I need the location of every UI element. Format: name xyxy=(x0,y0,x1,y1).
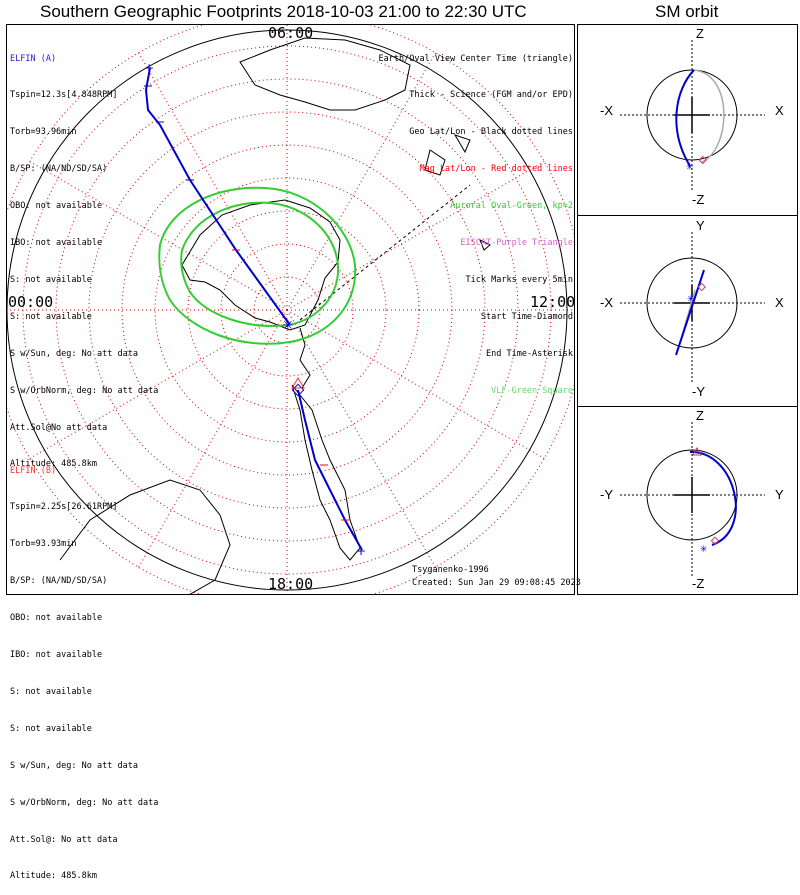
time-label-right: 12:00 xyxy=(530,293,576,311)
svg-text:+: + xyxy=(356,544,366,558)
legend-item: Geo Lat/Lon - Black dotted lines xyxy=(409,127,573,138)
elfin-a-line: S w/Sun, deg: No att data xyxy=(10,348,138,359)
page-title: Southern Geographic Footprints 2018-10-0… xyxy=(40,2,527,21)
auroral-oval xyxy=(158,186,357,345)
elfin-a-line: Att.Sol@No att data xyxy=(10,422,108,433)
time-label-left: 00:00 xyxy=(8,293,54,311)
elfin-a-name: ELFIN (A) xyxy=(10,53,57,64)
sm3-bottom-label: -Z xyxy=(692,576,705,591)
elfin-a-line: Torb=93.96min xyxy=(10,127,77,138)
elfin-b-line: Att.Sol@: No att data xyxy=(10,834,118,845)
elfin-b-line: IBO: not available xyxy=(10,650,103,661)
legend-item: Auroral Oval-Green, kp=2 xyxy=(450,201,573,212)
legend-item: Tick Marks every 5min xyxy=(465,274,573,285)
horizon-circle xyxy=(7,29,568,591)
elfin-b-line: Altitude: 485.8km xyxy=(10,871,97,882)
model-label: Tsyganenko-1996 xyxy=(412,565,489,575)
svg-text:✳: ✳ xyxy=(282,318,294,334)
footprint-map: + ✳ + xyxy=(7,25,574,594)
svg-text:+: + xyxy=(144,61,154,75)
sm-panel-zy: ✳ xyxy=(620,422,765,578)
created-label: Created: Sun Jan 29 09:08:45 2023 xyxy=(412,578,581,588)
sm-orbit-panels: ✳ ✳ ✳ xyxy=(620,40,765,578)
sm2-left-label: -X xyxy=(600,295,613,310)
elfin-b-line: S w/OrbNorm, deg: No att data xyxy=(10,797,159,808)
legend-item: End Time-Asterisk xyxy=(486,348,573,359)
sm3-right-label: Y xyxy=(775,487,784,502)
elfin-a-line: OBO: not available xyxy=(10,201,103,212)
elfin-b-track: + xyxy=(291,377,366,558)
coastlines xyxy=(59,37,491,594)
sm2-top-label: Y xyxy=(696,218,705,233)
elfin-b-line: S w/Sun, deg: No att data xyxy=(10,760,138,771)
elfin-a-line: B/SP: (NA/ND/SD/SA) xyxy=(10,164,108,175)
panel-divider xyxy=(577,215,798,216)
panel-divider xyxy=(577,406,798,407)
legend-item: Mag Lat/Lon - Red dotted lines xyxy=(419,164,573,175)
elfin-a-line: S: not available xyxy=(10,274,92,285)
time-label-bottom: 18:00 xyxy=(268,575,314,593)
elfin-a-line: Altitude: 485.8km xyxy=(10,459,97,470)
elfin-b-line: B/SP: (NA/ND/SD/SA) xyxy=(10,576,108,587)
elfin-a-line: Tspin=12.3s[4.848RPM] xyxy=(10,90,118,101)
legend-item: EISCAT-Purple Triangle xyxy=(460,238,573,249)
elfin-a-track: + ✳ xyxy=(144,61,294,334)
legend-item: Start Time-Diamond xyxy=(480,311,573,322)
sm1-bottom-label: -Z xyxy=(692,192,705,207)
elfin-b-line: Torb=93.93min xyxy=(10,539,77,550)
legend-item: Earth/Oval View Center Time (triangle) xyxy=(378,53,573,64)
elfin-a-info: ELFIN (A) Tspin=12.3s[4.848RPM] Torb=93.… xyxy=(10,28,158,483)
footprint-map-frame xyxy=(6,24,575,595)
elfin-a-line: S w/OrbNorm, deg: No att data xyxy=(10,385,159,396)
legend-item: VLF-Green Square xyxy=(491,385,573,396)
sm2-bottom-label: -Y xyxy=(692,384,705,399)
sm1-top-label: Z xyxy=(696,26,704,41)
sm3-top-label: Z xyxy=(696,408,704,423)
elfin-b-line: S: not available xyxy=(10,723,92,734)
sm1-left-label: -X xyxy=(600,103,613,118)
svg-text:✳: ✳ xyxy=(700,541,707,555)
sm1-right-label: X xyxy=(775,103,784,118)
legend: Earth/Oval View Center Time (triangle) T… xyxy=(379,28,573,409)
svg-text:✳: ✳ xyxy=(686,159,693,173)
elfin-a-line: S: not available xyxy=(10,311,92,322)
sm2-right-label: X xyxy=(775,295,784,310)
elfin-b-line: Tspin=2.25s[26.61RPM] xyxy=(10,502,118,513)
elfin-b-name: ELFIN (B) xyxy=(10,465,57,476)
elfin-b-line: S: not available xyxy=(10,686,92,697)
legend-item: Thick - Science (FGM and/or EPD) xyxy=(409,90,573,101)
time-label-top: 06:00 xyxy=(268,24,314,42)
sm3-left-label: -Y xyxy=(600,487,613,502)
elfin-b-line: OBO: not available xyxy=(10,613,103,624)
sm-orbit-title: SM orbit xyxy=(655,2,719,21)
sm-panel-zx: ✳ xyxy=(620,40,765,190)
sm-orbit-frame xyxy=(577,24,798,595)
elfin-a-line: IBO: not available xyxy=(10,238,103,249)
svg-text:✳: ✳ xyxy=(687,291,694,305)
geo-line xyxy=(299,184,471,321)
sm-panel-yx: ✳ xyxy=(620,232,765,382)
